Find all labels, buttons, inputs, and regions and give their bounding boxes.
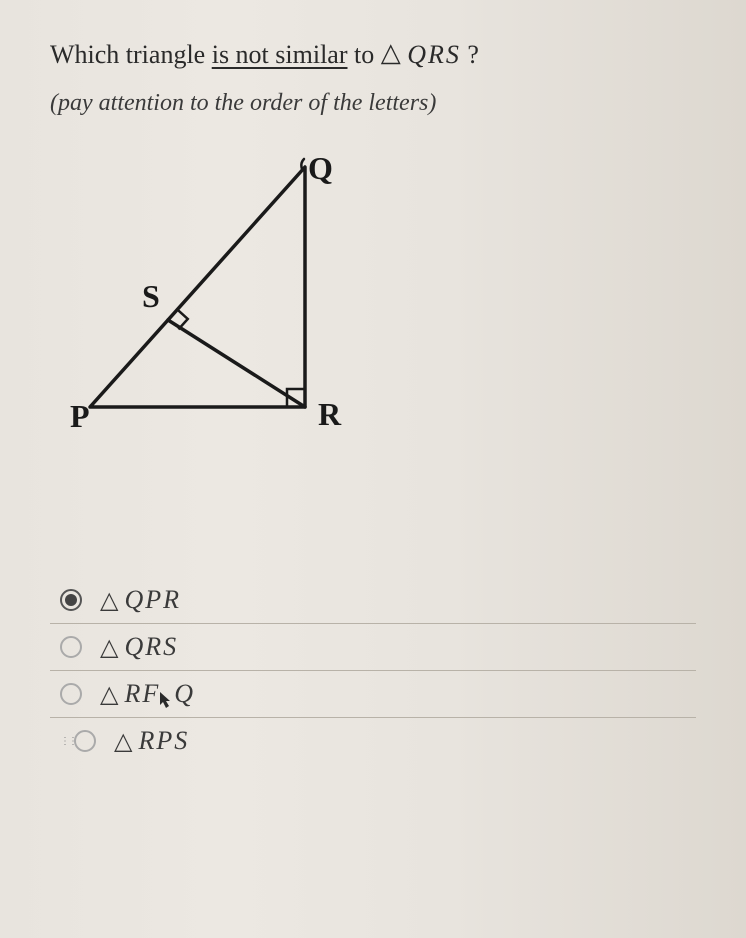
triangle-icon: △ — [100, 633, 118, 662]
question-hint: (pay attention to the order of the lette… — [50, 90, 696, 117]
option-rps[interactable]: ⋮⋮ △ RPS — [50, 718, 696, 764]
radio-icon[interactable] — [60, 636, 82, 658]
radio-icon[interactable] — [74, 730, 96, 752]
question-underlined: is not similar — [212, 40, 348, 69]
triangle-diagram: P Q R S — [70, 147, 390, 457]
triangle-icon: △ — [381, 38, 401, 68]
cursor-icon — [158, 688, 174, 710]
question-text: Which triangle is not similar to △ QRS ? — [50, 40, 696, 70]
option-label: QRS — [124, 632, 178, 662]
triangle-icon: △ — [114, 727, 132, 756]
radio-selected-icon[interactable] — [60, 589, 82, 611]
option-qrs[interactable]: △ QRS — [50, 624, 696, 671]
triangle-name: QRS — [407, 40, 461, 69]
answer-options: △ QPR △ QRS △ RFQ ⋮⋮ △ RPS — [50, 577, 696, 764]
option-qpr[interactable]: △ QPR — [50, 577, 696, 624]
option-rpq[interactable]: △ RFQ — [50, 671, 696, 718]
svg-text:R: R — [318, 396, 342, 432]
question-prefix: Which triangle — [50, 40, 212, 69]
option-label: RFQ — [124, 679, 195, 709]
svg-text:Q: Q — [308, 150, 333, 186]
question-middle: to — [348, 40, 381, 69]
triangle-icon: △ — [100, 586, 118, 615]
question-suffix: ? — [461, 40, 479, 69]
option-label: RPS — [138, 726, 189, 756]
svg-text:P: P — [70, 398, 90, 434]
radio-icon[interactable] — [60, 683, 82, 705]
option-label: QPR — [124, 585, 181, 615]
triangle-icon: △ — [100, 680, 118, 709]
svg-text:S: S — [142, 278, 160, 314]
